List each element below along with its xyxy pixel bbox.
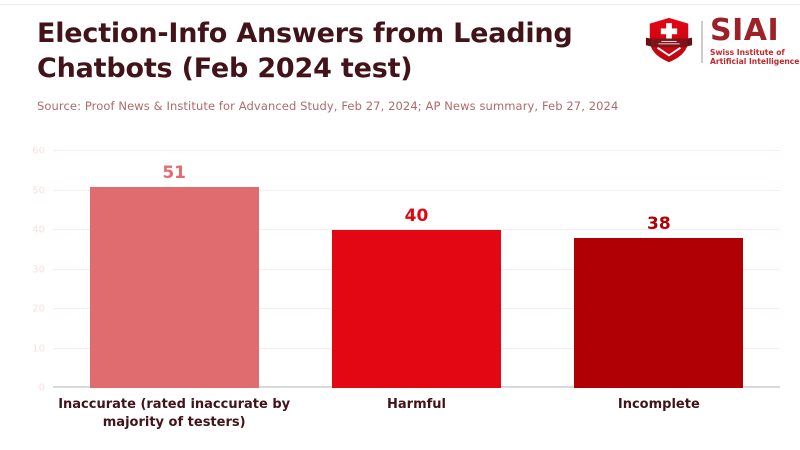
gridline — [53, 189, 780, 191]
bars-layer: 51 40 38 — [53, 151, 780, 388]
bar-group: 38 — [538, 151, 780, 388]
gridline — [53, 229, 780, 231]
y-axis-tick-labels: 0 10 20 30 40 50 60 — [0, 146, 45, 394]
bar — [331, 230, 501, 388]
y-tick-label: 50 — [32, 185, 45, 196]
logo-org-name: Swiss Institute of Artificial Intelligen… — [710, 47, 800, 67]
bar-value-label: 51 — [162, 162, 186, 183]
x-axis-category-labels: Inaccurate (rated inaccurate by majority… — [53, 396, 780, 431]
bar — [89, 186, 259, 388]
y-tick-label: 0 — [38, 382, 45, 394]
bar-group: 51 — [53, 151, 295, 388]
y-tick-label: 20 — [32, 303, 45, 315]
category-label: Inaccurate (rated inaccurate by majority… — [58, 397, 291, 430]
category-label: Incomplete — [617, 397, 700, 412]
y-tick-label: 60 — [32, 145, 45, 157]
bar-group: 40 — [295, 151, 537, 388]
swiss-shield-icon — [644, 15, 694, 69]
logo-acronym: SIAI — [710, 13, 780, 49]
bar-value-label: 40 — [404, 206, 429, 227]
chart-title: Election-Info Answers from Leading Chatb… — [37, 18, 573, 85]
category-label: Harmful — [387, 397, 446, 412]
logo-text: SIAI Swiss Institute of Artificial Intel… — [710, 13, 800, 67]
gridline — [53, 150, 780, 151]
logo-divider — [701, 21, 703, 63]
siai-logo: SIAI Swiss Institute of Artificial Intel… — [644, 15, 799, 69]
bar-value-label: 38 — [646, 213, 671, 234]
y-tick-label: 40 — [32, 224, 45, 236]
source-attribution: Source: Proof News & Institute for Advan… — [37, 99, 619, 113]
top-divider-line — [0, 4, 800, 5]
y-tick-label: 30 — [32, 264, 45, 275]
y-tick-label: 10 — [32, 343, 45, 355]
bar — [574, 237, 744, 388]
